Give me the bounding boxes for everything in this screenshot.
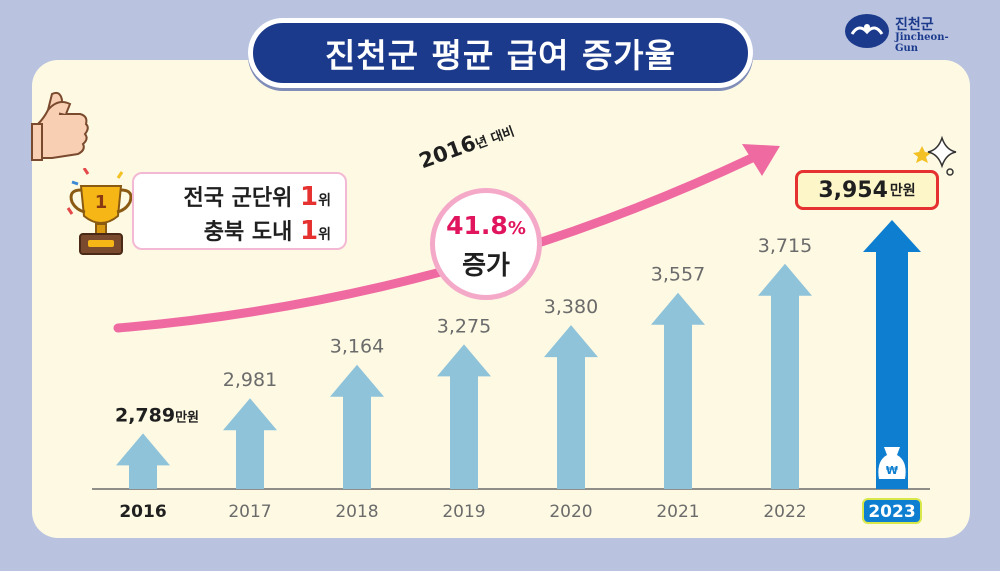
logo-icon [845,14,889,48]
growth-percent: 41.8% [435,211,537,240]
x-label-2016: 2016 [119,502,166,522]
bar-2018 [330,364,384,489]
bar-2021 [651,292,705,489]
bar-2023 [863,220,921,489]
rank-province-suffix: 위 [318,227,331,243]
callout-unit: 만원 [889,183,916,199]
money-bag-icon: ₩ [878,447,906,479]
jincheon-logo: 진천군 Jincheon-Gun [845,14,970,54]
x-label-2018: 2018 [335,502,378,522]
svg-text:₩: ₩ [886,464,898,477]
trophy-icon: 1 [66,168,133,255]
value-label-2017: 2,981 [223,369,277,391]
rank-province-text: 충북 도내 [203,220,301,245]
rank-national-text: 전국 군단위 [183,186,301,211]
rank-line-national: 전국 군단위 1위 [183,180,331,212]
chart-panel [32,60,970,538]
bar-2020 [544,325,598,489]
title-banner: 진천군 평균 급여 증가율 [248,18,753,88]
logo-subtitle: Jincheon-Gun [895,32,949,54]
growth-circle: 41.8% 증가 [430,188,542,300]
x-label-2022: 2022 [763,502,806,522]
rank-box: 전국 군단위 1위 충북 도내 1위 [132,172,347,250]
x-label-2019: 2019 [442,502,485,522]
bar-2016 [116,433,170,489]
thumbs-up-icon [31,91,89,161]
growth-percent-sign: % [507,218,526,239]
rank-national-number: 1 [300,182,319,212]
logo-name: 진천군 [895,17,934,33]
value-label-2020: 3,380 [544,296,598,318]
sparkle-icon [913,135,957,176]
value-label-2022: 3,715 [758,235,812,257]
growth-percent-value: 41.8 [446,211,508,240]
trophy-number: 1 [95,192,108,213]
x-label-2017: 2017 [228,502,271,522]
highlight-value-callout: 3,954 만원 [795,170,939,210]
rank-national-suffix: 위 [318,193,331,209]
value-label-2016: 2,789만원 [115,404,199,426]
value-label-2018: 3,164 [330,336,384,358]
rank-line-province: 충북 도내 1위 [204,214,331,246]
bar-2022 [758,263,812,489]
bar-2019 [437,344,491,489]
page-title: 진천군 평균 급여 증가율 [324,36,677,75]
value-label-2019: 3,275 [437,315,491,337]
rank-province-number: 1 [300,216,319,246]
bar-2017 [223,398,277,489]
growth-increase-label: 증가 [462,251,510,281]
x-label-2021: 2021 [656,502,699,522]
x-label-2020: 2020 [549,502,592,522]
x-label-2023: 2023 [868,502,915,522]
callout-value: 3,954 [818,177,888,203]
value-label-2021: 3,557 [651,264,705,286]
highlight-year-pill [862,498,922,524]
